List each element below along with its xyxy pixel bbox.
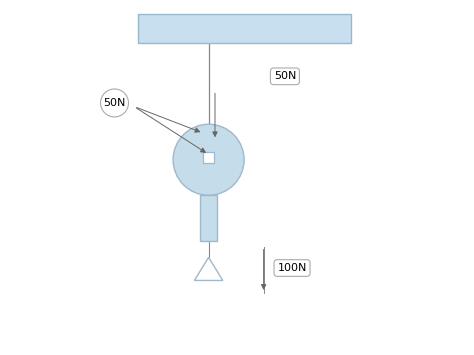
Text: 50N: 50N [274, 71, 296, 81]
Text: 50N: 50N [103, 98, 126, 108]
FancyBboxPatch shape [200, 195, 217, 241]
FancyBboxPatch shape [203, 152, 214, 163]
Circle shape [173, 124, 244, 195]
FancyBboxPatch shape [137, 14, 351, 43]
Polygon shape [194, 257, 223, 280]
Text: 100N: 100N [277, 263, 307, 273]
